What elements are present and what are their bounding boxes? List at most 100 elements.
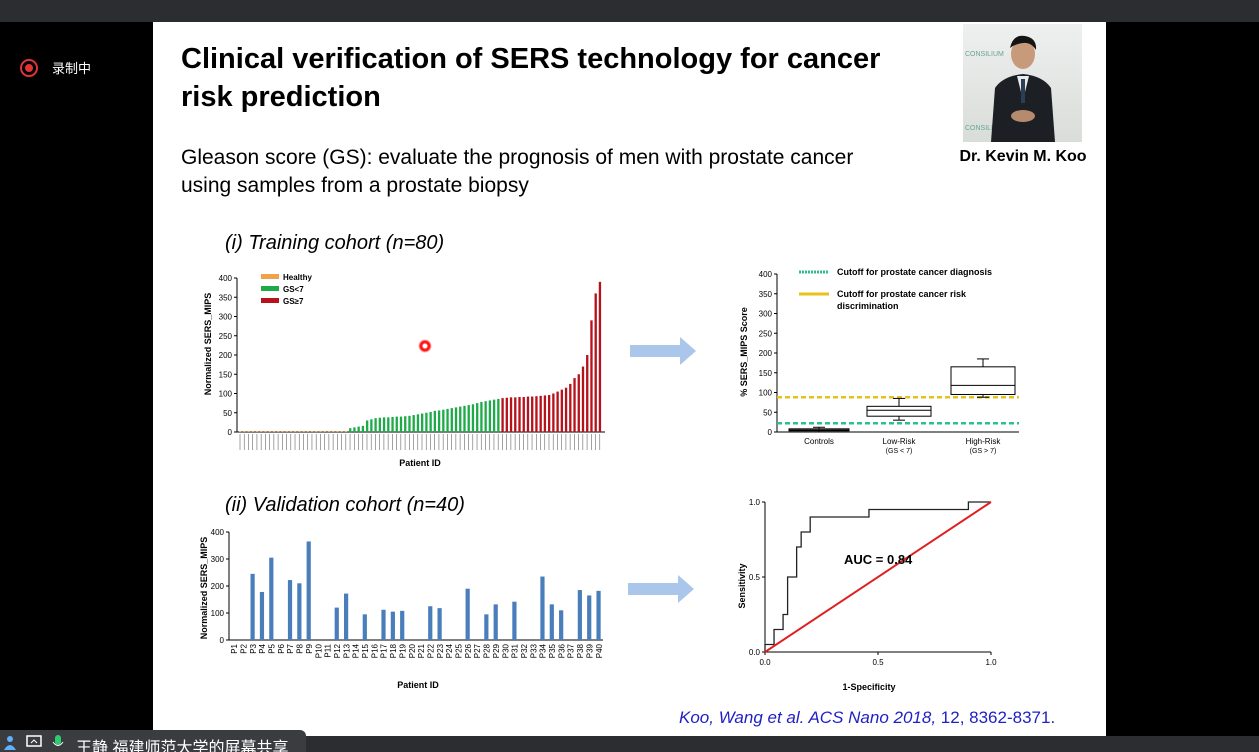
- training-bar: [459, 406, 462, 432]
- training-bar: [306, 431, 310, 432]
- x-axis-label: Patient ID: [397, 680, 439, 690]
- training-bar: [361, 425, 365, 432]
- validation-bar: [334, 607, 339, 640]
- training-bar: [488, 400, 492, 432]
- validation-bar: [465, 588, 470, 640]
- training-bar: [421, 413, 424, 432]
- y-tick-label: 400: [211, 528, 225, 537]
- training-bar: [327, 431, 331, 432]
- training-bar: [450, 408, 453, 432]
- y-tick-label: 150: [759, 369, 773, 378]
- training-bar: [433, 410, 437, 432]
- shared-slide: Clinical verification of SERS technology…: [153, 22, 1106, 736]
- training-bar: [353, 427, 356, 432]
- recording-label: 录制中: [52, 61, 92, 76]
- training-bar: [378, 417, 382, 432]
- validation-bar: [540, 576, 545, 640]
- training-bar: [526, 396, 530, 432]
- training-bar: [323, 431, 326, 432]
- training-bar: [302, 431, 305, 432]
- training-bar: [471, 404, 475, 432]
- y-tick-label: 50: [223, 409, 232, 418]
- y-tick-label: 300: [219, 313, 233, 322]
- arrow-icon: [628, 575, 694, 603]
- training-bar: [539, 395, 542, 432]
- validation-bar: [437, 608, 442, 640]
- x-tick-label: P9: [305, 643, 314, 653]
- x-tick-label: P8: [296, 643, 305, 653]
- validation-bar: [596, 590, 601, 640]
- category-label: Controls: [804, 437, 834, 446]
- validation-bar: [390, 611, 395, 640]
- y-tick-label: 200: [219, 351, 233, 360]
- roc-curve: 0.0 0.5 1.0 0.0 0.5 1.0 1-Specificity Sensiti…: [737, 498, 997, 692]
- x-tick-label: P17: [380, 643, 389, 658]
- x-tick-label: P37: [567, 643, 576, 658]
- user-icon[interactable]: [2, 734, 18, 750]
- training-bar: [518, 396, 521, 432]
- training-bar: [336, 431, 339, 432]
- x-tick-label: P18: [389, 643, 398, 658]
- y-axis-label: Normalized SERS_MIPS: [203, 293, 213, 396]
- training-bar: [298, 431, 301, 432]
- training-bar: [264, 431, 267, 432]
- training-bar: [437, 410, 441, 432]
- validation-bar: [587, 595, 592, 640]
- training-bar: [243, 431, 246, 432]
- training-bar: [560, 389, 564, 432]
- slide-subtitle: Gleason score (GS): evaluate the prognos…: [181, 146, 854, 197]
- training-bar: [260, 431, 263, 432]
- window-top-bar: [0, 0, 1259, 22]
- x-tick-label: P7: [286, 643, 295, 653]
- screen-share-label: 王静 福建师范大学的屏幕共享: [76, 740, 289, 752]
- y-tick-label: 0: [228, 428, 233, 437]
- y-axis-label: Normalized SERS_MIPS: [199, 537, 209, 640]
- validation-bar: [381, 609, 386, 640]
- x-tick-label: P11: [324, 643, 333, 657]
- laser-pointer-icon: [418, 339, 432, 353]
- screen-share-tab[interactable]: [0, 730, 306, 752]
- window-bottom-bar: [0, 736, 1259, 752]
- citation[interactable]: Koo, Wang et al. ACS Nano 2018, 12, 8362…: [679, 708, 1055, 728]
- microphone-icon[interactable]: [50, 734, 66, 750]
- x-tick-label: P1: [230, 643, 239, 653]
- x-tick-label: P27: [473, 643, 482, 658]
- training-bar: [391, 416, 394, 432]
- screen-share-icon[interactable]: [26, 734, 42, 750]
- training-bar: [285, 431, 288, 432]
- training-bar: [552, 393, 555, 432]
- x-tick-label: 1.0: [985, 658, 997, 667]
- training-bar: [399, 416, 403, 432]
- x-tick-label: P24: [445, 643, 454, 658]
- training-bar: [505, 397, 508, 432]
- y-tick-label: 1.0: [749, 498, 761, 507]
- auc-annotation: AUC = 0.84: [844, 552, 913, 567]
- speaker-photo: CONSILIUM CONSILIUM: [963, 24, 1082, 142]
- x-tick-label: P33: [529, 643, 538, 658]
- y-tick-label: 400: [759, 270, 773, 279]
- training-bar: [509, 397, 513, 432]
- validation-bar: [400, 610, 405, 640]
- validation-bar: [250, 573, 255, 640]
- training-bar: [476, 403, 479, 432]
- slide-title: Clinical verification of SERS technology…: [181, 43, 881, 113]
- validation-bar: [306, 541, 311, 640]
- training-bar: [319, 431, 322, 432]
- y-tick-label: 100: [219, 390, 233, 399]
- training-bar: [429, 411, 432, 432]
- recording-indicator[interactable]: 录制中: [20, 58, 91, 77]
- training-bar: [404, 416, 407, 432]
- training-bar: [594, 293, 597, 432]
- training-bar: [590, 320, 593, 432]
- training-bar: [315, 431, 318, 432]
- legend-swatch: [261, 286, 279, 291]
- training-bar: [382, 417, 386, 432]
- y-tick-label: 350: [219, 293, 233, 302]
- x-tick-label: P32: [520, 643, 529, 658]
- training-bar: [247, 431, 250, 432]
- training-bar: [239, 431, 242, 432]
- training-bar: [497, 398, 500, 432]
- training-bar: [251, 431, 255, 432]
- training-bar: [349, 428, 352, 432]
